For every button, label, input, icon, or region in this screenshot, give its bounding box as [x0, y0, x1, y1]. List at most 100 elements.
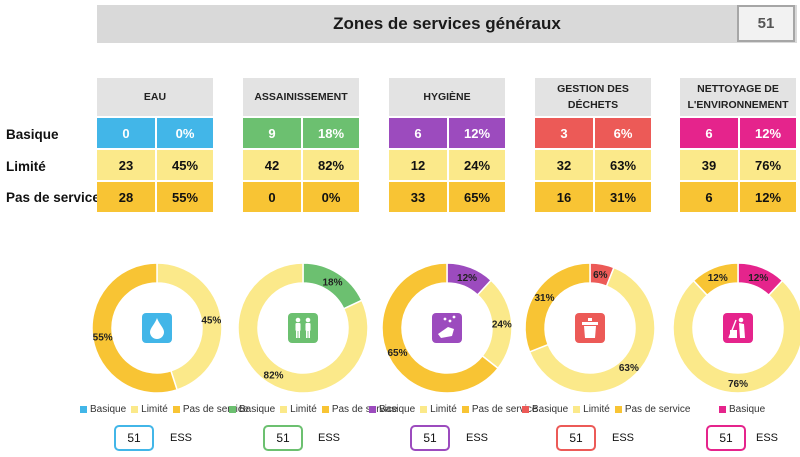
donut-slice-nettoyage-de-l-environnement-limite [672, 279, 800, 394]
row-label-pas-de-service: Pas de service [6, 190, 100, 205]
count-cell-assainissement-basique: 9 [243, 118, 301, 148]
donut-slice-nettoyage-de-l-environnement-pas-de-service [692, 262, 739, 297]
legend-swatch [522, 406, 529, 413]
count-cell-gestion-des-dechets-limite: 32 [535, 150, 593, 180]
percent-cell-assainissement-pas-de-service: 0% [303, 182, 359, 212]
percent-cell-nettoyage-de-l-environnement-pas-de-service: 12% [740, 182, 796, 212]
count-cell-eau-pas-de-service: 28 [97, 182, 155, 212]
toilet-people-icon [288, 313, 318, 343]
donut-chart-hygiene: 12% 24% 65% [381, 262, 513, 394]
ess-label: ESS [318, 432, 341, 444]
ess-count-box-eau: 51 [114, 425, 154, 451]
donut-slice-gestion-des-dechets-pas-de-service [524, 262, 591, 353]
legend-label: Basique [729, 404, 766, 415]
legend-item-limite: Limité [280, 404, 317, 415]
legend-label: Basique [90, 404, 127, 415]
percent-cell-assainissement-basique: 18% [303, 118, 359, 148]
legend-item-basique: Basique [522, 404, 568, 415]
legend-swatch [131, 406, 139, 413]
donut-label-eau-pas-de-service: 55% [93, 333, 113, 344]
ess-label: ESS [612, 432, 635, 444]
page-title: Zones de services généraux [97, 5, 797, 43]
cell-separator [447, 150, 449, 180]
count-cell-hygiene-pas-de-service: 33 [389, 182, 447, 212]
percent-cell-eau-pas-de-service: 55% [157, 182, 213, 212]
percent-cell-nettoyage-de-l-environnement-basique: 12% [740, 118, 796, 148]
percent-cell-hygiene-basique: 12% [449, 118, 505, 148]
donut-label-assainissement-limite: 82% [264, 370, 284, 381]
count-cell-eau-limite: 23 [97, 150, 155, 180]
legend-item-basique: Basique [719, 404, 765, 415]
legend-label: Basique [532, 404, 569, 415]
service-header-hygiene: HYGIÈNE [389, 78, 505, 116]
donut-label-gestion-des-dechets-pas-de-service: 31% [535, 293, 555, 304]
waste-bin-icon [575, 313, 605, 343]
cleaning-icon [723, 313, 753, 343]
ess-count-box-assainissement: 51 [263, 425, 303, 451]
legend-item-pas-de-service: Pas de service [172, 404, 248, 415]
donut-slice-gestion-des-dechets-limite [528, 266, 656, 394]
cell-separator [593, 182, 595, 212]
donut-chart-nettoyage-de-l-environnement: 12% 76% 12% [672, 262, 800, 394]
count-cell-eau-basique: 0 [97, 118, 155, 148]
donut-slice-eau-pas-de-service [91, 262, 179, 394]
service-header-assainissement: ASSAINISSEMENT [243, 78, 359, 116]
legend-label: Limité [583, 404, 610, 415]
legend-item-pas-de-service: Pas de service [614, 404, 691, 415]
cell-separator [301, 182, 303, 212]
ess-count-box-gestion-des-dechets: 51 [556, 425, 596, 451]
cell-separator [155, 118, 157, 148]
percent-cell-hygiene-pas-de-service: 65% [449, 182, 505, 212]
legend-item-pas-de-service: Pas de service [461, 404, 537, 415]
legend-swatch [321, 406, 329, 413]
cell-separator [738, 182, 740, 212]
percent-cell-eau-limite: 45% [157, 150, 213, 180]
ess-count-box-hygiene: 51 [410, 425, 450, 451]
legend-label: Limité [290, 404, 317, 415]
cell-separator [593, 118, 595, 148]
donut-label-gestion-des-dechets-basique: 6% [593, 270, 608, 281]
donut-chart-assainissement: 18% 82% [237, 262, 369, 394]
ess-label: ESS [756, 432, 779, 444]
legend-label: Pas de service [331, 404, 398, 415]
cell-separator [301, 150, 303, 180]
legend-item-basique: Basique [229, 404, 275, 415]
legend-label: Basique [239, 404, 276, 415]
total-count-box: 51 [737, 5, 795, 42]
legend-label: Limité [141, 404, 168, 415]
chart-legend-hygiene: Basique Limité Pas de service [369, 404, 542, 415]
legend-item-limite: Limité [131, 404, 168, 415]
count-cell-gestion-des-dechets-pas-de-service: 16 [535, 182, 593, 212]
cell-separator [155, 150, 157, 180]
legend-swatch [369, 406, 376, 413]
legend-swatch [420, 406, 428, 413]
ess-count-box-nettoyage-de-l-environnement: 51 [706, 425, 746, 451]
donut-chart-eau: 45% 55% [91, 262, 223, 394]
donut-label-nettoyage-de-l-environnement-basique: 12% [748, 273, 768, 284]
cell-separator [301, 118, 303, 148]
legend-swatch [719, 406, 726, 413]
donut-label-nettoyage-de-l-environnement-limite: 76% [728, 379, 748, 390]
chart-legend-gestion-des-dechets: Basique Limité Pas de service [522, 404, 695, 415]
legend-item-pas-de-service: Pas de service [321, 404, 398, 415]
legend-swatch [280, 406, 288, 413]
legend-swatch [172, 406, 180, 413]
legend-item-basique: Basique [80, 404, 126, 415]
legend-label: Limité [430, 404, 457, 415]
donut-label-hygiene-basique: 12% [457, 273, 477, 284]
donut-chart-gestion-des-dechets: 6% 63% 31% [524, 262, 656, 394]
legend-label: Pas de service [624, 404, 691, 415]
legend-item-basique: Basique [369, 404, 415, 415]
count-cell-hygiene-basique: 6 [389, 118, 447, 148]
chart-legend-nettoyage-de-l-environnement: Basique [719, 404, 770, 415]
legend-swatch [80, 406, 87, 413]
donut-label-hygiene-limite: 24% [492, 320, 512, 331]
legend-item-limite: Limité [420, 404, 457, 415]
count-cell-nettoyage-de-l-environnement-limite: 39 [680, 150, 738, 180]
count-cell-assainissement-pas-de-service: 0 [243, 182, 301, 212]
service-header-gestion-des-dechets: GESTION DES DÉCHETS [535, 78, 651, 116]
cell-separator [593, 150, 595, 180]
count-cell-nettoyage-de-l-environnement-pas-de-service: 6 [680, 182, 738, 212]
ess-label: ESS [170, 432, 193, 444]
